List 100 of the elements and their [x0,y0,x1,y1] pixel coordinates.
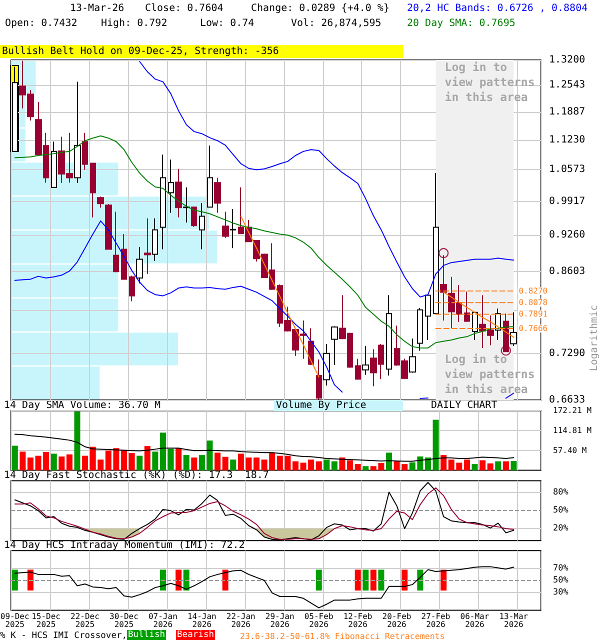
bar [66,454,72,470]
bar [128,452,135,470]
y-tick-label: 0.6633 [549,394,586,406]
band-label: Log in to view patterns in this area [444,60,536,104]
y-tick-label: 1.0573 [549,164,586,176]
x-tick-label: 06-Mar 2026 [460,612,490,630]
x-tick-label: 15-Dec 2025 [32,612,60,630]
chart-title: 14 Day SMA Volume: 36.70 M [4,400,161,412]
line-series [14,566,514,608]
annotation: DAILY CHART [431,400,498,412]
bar [198,455,205,470]
bar [136,456,143,470]
bar [183,455,190,470]
line-series [240,216,320,378]
candlestick [433,172,439,315]
candlestick [191,206,197,228]
candlestick [136,246,143,284]
bar [354,464,361,470]
candlestick [105,204,112,250]
x-tick-label: 12-Feb 2026 [343,612,372,630]
chart-title: 14 Day Fast Stochastic (%K) (%D): 17.3 18.7 [4,470,269,482]
y-tick-label: 30% [553,587,568,598]
y-axis-title: Logarithmic [589,304,600,372]
bar [440,455,447,470]
x-tick-label: 09-Dec 2025 [0,612,30,630]
candlestick [355,358,361,380]
text: Log in to view patterns in this area [444,352,535,396]
text: 13-Mar-26 [70,2,124,14]
x-tick-label: 29-Jan 2026 [265,612,294,630]
candlestick [175,168,182,218]
bar [324,460,330,470]
x-tick-label: 27-Feb 2026 [421,612,450,630]
x-tick-label: 22-Jan 2026 [226,612,256,630]
candlestick [113,211,119,273]
candlestick [97,196,104,208]
bar [502,461,509,470]
text: 20,2 HC Bands: 0.6726 , 0.8804 [407,2,588,14]
bar [50,454,57,470]
line-series [443,292,514,338]
annotation: Volume By Price [274,400,403,411]
y-tick-label: 80% [553,488,568,498]
text: Bullish [127,630,166,640]
bar [362,466,369,470]
bar [331,461,338,470]
candlestick [207,145,213,208]
text: Change: 0.0289 {+4.0 %} [251,2,390,14]
candlestick [386,294,392,376]
data-label: 0.8270 [518,286,548,296]
x-tick-label: 13-Mar 2026 [499,612,528,630]
text: Open: 0.7432 [5,18,78,30]
bar [464,460,470,470]
bar [144,446,150,470]
bar [168,448,174,470]
bar [74,411,80,470]
y-tick-label: 1.2543 [549,80,586,91]
bar [82,456,88,470]
y-tick-label: 1.1887 [549,106,586,118]
bar [472,464,478,470]
bar [292,461,298,470]
text: Vol: 26,874,595 [291,18,382,30]
text: Low: 0.74 [200,18,254,30]
data-label: 0.8078 [518,298,548,308]
x-tick-label: 05-Feb 2026 [304,612,334,630]
bar [432,420,439,470]
text: 20 Day SMA: 0.7695 [407,18,516,30]
bar [487,463,494,470]
y-tick-label: 114.81 M [553,426,592,436]
y-tick-label: 50% [553,506,568,516]
candlestick [144,218,151,274]
candlestick [472,312,478,340]
bar [254,457,260,470]
bar [160,432,166,470]
bar [191,457,198,470]
bar [424,457,431,470]
candlestick [152,218,158,262]
text: Bearish [176,630,216,640]
bar [495,461,502,470]
candlestick [214,177,221,214]
bar [316,461,322,470]
candlestick [425,294,431,340]
bar [214,452,221,470]
candlestick [409,338,416,374]
candlestick [316,358,322,400]
y-tick-label: 0.9917 [549,196,586,207]
y-tick-label: 70% [553,563,568,574]
x-tick-label: 14-Jan 2026 [187,612,216,630]
bar [20,452,26,470]
y-tick-label: 1.3200 [549,54,586,66]
candlestick [51,141,57,188]
bar [230,460,236,470]
y-tick-label: 0.7290 [549,348,586,359]
text: High: 0.792 [101,18,168,30]
bar [27,457,34,470]
bar [152,452,158,470]
y-tick-label: 0.8603 [549,266,586,278]
text: Bullish Belt Hold on 09-Dec-25, Strength: -356 [0,44,403,58]
candlestick [230,208,236,249]
candlestick [417,308,423,352]
candlestick [121,234,127,280]
candlestick [160,154,166,250]
